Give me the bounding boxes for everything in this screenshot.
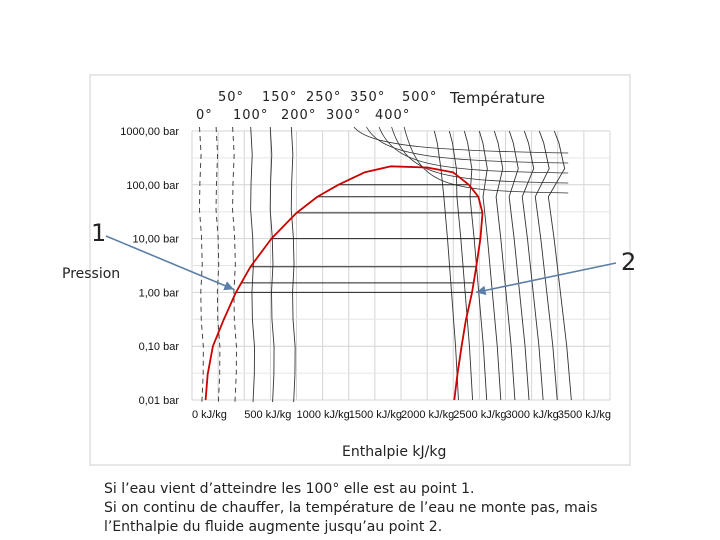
annotation-2-arrow bbox=[475, 262, 617, 296]
isotherm-vapour bbox=[534, 130, 558, 401]
temperature-label: 300° bbox=[326, 108, 361, 123]
x-tick-label: 3500 kJ/kg bbox=[558, 409, 611, 421]
isotherm-supercritical bbox=[353, 126, 569, 154]
temperature-labels: 50° 150° 250° 350° 500° 0° 100° 200° 300° 400° bbox=[196, 90, 437, 123]
x-tick-label: 500 kJ/kg bbox=[244, 409, 291, 421]
saturation-curve bbox=[204, 165, 484, 401]
caption-line-3: l’Enthalpie du fluide augmente jusqu’au … bbox=[104, 519, 443, 535]
temperature-axis-title: Température bbox=[449, 89, 545, 107]
temperature-label: 400° bbox=[375, 108, 410, 123]
x-tick-label: 1500 kJ/kg bbox=[349, 409, 402, 421]
temperature-label: 50° bbox=[218, 90, 244, 105]
temperature-label: 150° bbox=[262, 90, 297, 105]
x-axis-title: Enthalpie kJ/kg bbox=[342, 444, 446, 460]
isotherm-vapour bbox=[433, 130, 459, 401]
y-tick-label: 1000,00 bar bbox=[120, 126, 179, 138]
temperature-label: 0° bbox=[196, 108, 213, 123]
temperature-label: 250° bbox=[306, 90, 341, 105]
temperature-label: 500° bbox=[402, 90, 437, 105]
x-tick-label: 1000 kJ/kg bbox=[297, 409, 350, 421]
y-tick-label: 10,00 bar bbox=[133, 234, 180, 246]
x-tick-label: 0 kJ/kg bbox=[192, 409, 227, 421]
isotherm-lines bbox=[199, 126, 572, 403]
isotherm-vapour bbox=[547, 130, 572, 401]
isotherm-vapour bbox=[463, 130, 488, 401]
y-tick-label: 100,00 bar bbox=[126, 180, 179, 192]
annotation-1-arrow bbox=[105, 235, 235, 291]
caption-line-2: Si on continu de chauffer, la températur… bbox=[104, 500, 598, 516]
isobar-lines bbox=[235, 184, 483, 293]
isotherm-supercritical bbox=[391, 126, 569, 184]
isotherm-liquid bbox=[250, 126, 255, 403]
temperature-label: 100° bbox=[233, 108, 268, 123]
isotherm-vapour bbox=[521, 130, 544, 401]
saturation-dome bbox=[204, 165, 484, 401]
isotherm-vapour bbox=[448, 130, 474, 401]
caption-line-1: Si l’eau vient d’atteindre les 100° elle… bbox=[104, 481, 475, 497]
temperature-label: 200° bbox=[281, 108, 316, 123]
annotation-2-label: 2 bbox=[621, 248, 636, 276]
axis-ticks: 0 kJ/kg 500 kJ/kg 1000 kJ/kg 1500 kJ/kg 2000… bbox=[120, 126, 611, 421]
isotherm-supercritical bbox=[403, 126, 569, 194]
x-tick-label: 2500 kJ/kg bbox=[453, 409, 506, 421]
annotation-1-label: 1 bbox=[91, 219, 106, 247]
y-axis-title: Pression bbox=[62, 266, 120, 282]
isotherm-vapour bbox=[493, 130, 516, 401]
isotherm-liquid bbox=[269, 126, 275, 403]
isotherm-liquid bbox=[215, 126, 221, 403]
isotherm-vapour bbox=[508, 130, 530, 401]
caption: Si l’eau vient d’atteindre les 100° elle… bbox=[104, 480, 704, 537]
y-tick-label: 0,01 bar bbox=[139, 395, 180, 407]
temperature-label: 350° bbox=[350, 90, 385, 105]
isotherm-liquid bbox=[290, 126, 296, 403]
isotherm-liquid bbox=[199, 126, 204, 403]
isotherm-supercritical bbox=[378, 126, 569, 174]
x-tick-label: 3000 kJ/kg bbox=[506, 409, 559, 421]
y-tick-label: 1,00 bar bbox=[139, 287, 180, 299]
annotations: 12 bbox=[91, 219, 636, 296]
isotherm-liquid bbox=[232, 126, 237, 403]
isotherm-supercritical bbox=[366, 126, 569, 164]
y-tick-label: 0,10 bar bbox=[139, 341, 180, 353]
chart-grid bbox=[191, 130, 611, 401]
x-tick-label: 2000 kJ/kg bbox=[401, 409, 454, 421]
isotherm-vapour bbox=[478, 130, 502, 401]
